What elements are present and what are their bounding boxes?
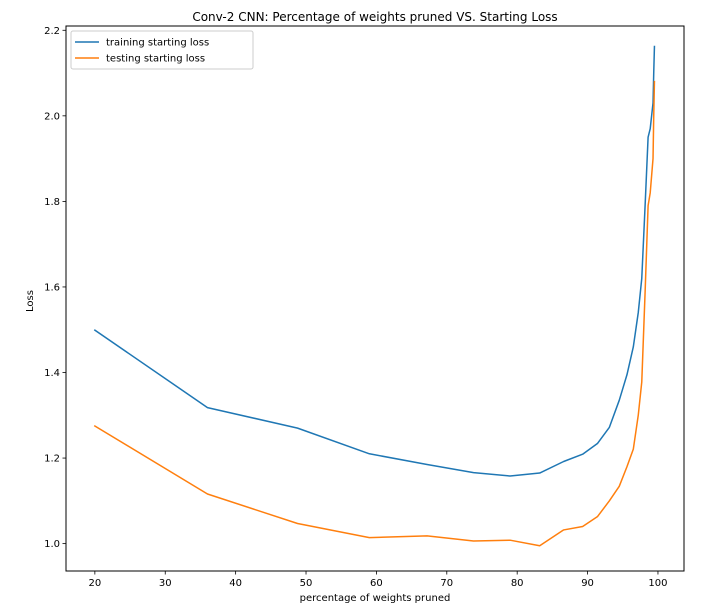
x-tick-label: 20	[88, 578, 101, 589]
x-tick-label: 30	[159, 578, 172, 589]
y-tick-label: 2.2	[44, 26, 60, 37]
y-tick-label: 1.6	[44, 282, 60, 293]
y-tick-label: 1.8	[44, 197, 60, 208]
chart-title: Conv-2 CNN: Percentage of weights pruned…	[192, 10, 557, 24]
testing-loss-line	[93, 80, 656, 547]
x-tick-label: 90	[581, 578, 594, 589]
x-tick-label: 80	[511, 578, 524, 589]
x-tick-label: 40	[229, 578, 242, 589]
y-axis: 1.0 1.2 1.4 1.6 1.8 2.0 2.2	[44, 26, 66, 550]
y-axis-label: Loss	[25, 290, 36, 312]
y-tick-label: 1.4	[44, 368, 60, 379]
y-tick-label: 1.2	[44, 454, 60, 465]
x-tick-label: 70	[440, 578, 453, 589]
legend-box	[70, 30, 254, 70]
series-lines	[93, 45, 656, 547]
training-loss-line	[93, 45, 656, 477]
x-axis: 20 30 40 50 60 70 80 90 100	[88, 571, 668, 589]
x-tick-label: 100	[648, 578, 667, 589]
legend-label: testing starting loss	[106, 54, 205, 65]
y-tick-label: 1.0	[44, 539, 60, 550]
legend: training starting loss testing starting l…	[70, 30, 254, 70]
legend-label: training starting loss	[106, 38, 209, 49]
x-axis-label: percentage of weights pruned	[300, 593, 451, 604]
axes-frame	[65, 25, 685, 572]
x-tick-label: 50	[300, 578, 313, 589]
y-tick-label: 2.0	[44, 111, 60, 122]
x-tick-label: 60	[370, 578, 383, 589]
